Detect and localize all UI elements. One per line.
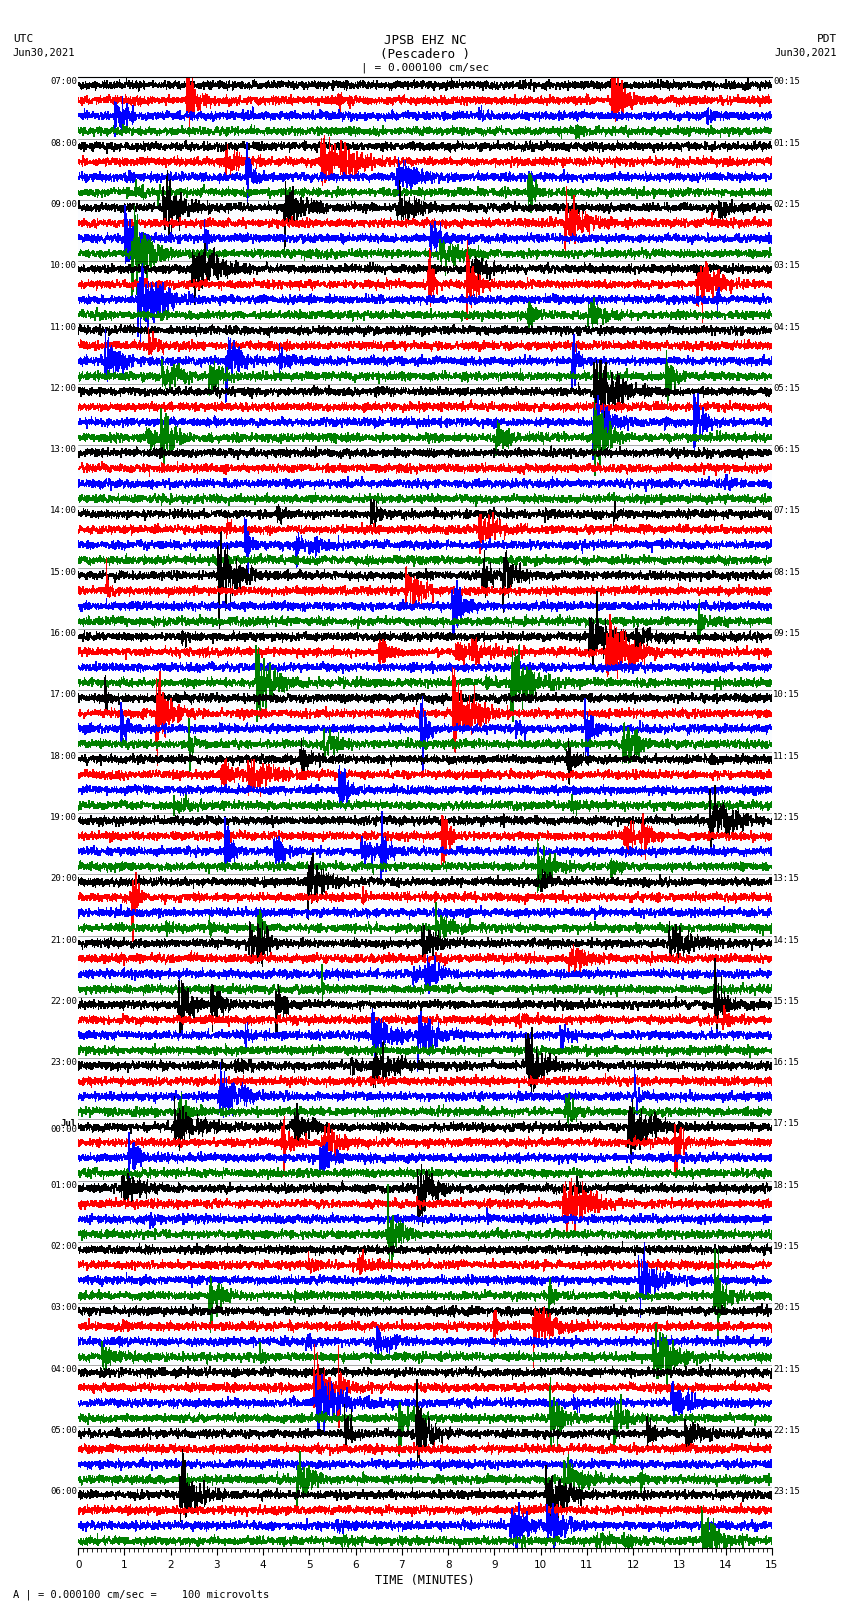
Text: 10:00: 10:00 bbox=[50, 261, 76, 271]
Bar bbox=[78, 1426, 772, 1487]
Text: 04:00: 04:00 bbox=[50, 1365, 76, 1374]
Text: 09:00: 09:00 bbox=[50, 200, 76, 210]
Text: 16:15: 16:15 bbox=[774, 1058, 800, 1068]
Text: 01:00: 01:00 bbox=[50, 1181, 76, 1190]
Text: 18:00: 18:00 bbox=[50, 752, 76, 761]
Text: 19:00: 19:00 bbox=[50, 813, 76, 823]
Text: 15:00: 15:00 bbox=[50, 568, 76, 577]
Text: 11:15: 11:15 bbox=[774, 752, 800, 761]
Bar bbox=[78, 813, 772, 874]
Text: A | = 0.000100 cm/sec =    100 microvolts: A | = 0.000100 cm/sec = 100 microvolts bbox=[13, 1589, 269, 1600]
Text: Jun30,2021: Jun30,2021 bbox=[774, 48, 837, 58]
Text: 20:15: 20:15 bbox=[774, 1303, 800, 1313]
Bar bbox=[78, 77, 772, 139]
X-axis label: TIME (MINUTES): TIME (MINUTES) bbox=[375, 1574, 475, 1587]
Text: 20:00: 20:00 bbox=[50, 874, 76, 884]
Text: (Pescadero ): (Pescadero ) bbox=[380, 48, 470, 61]
Text: 00:15: 00:15 bbox=[774, 77, 800, 87]
Bar bbox=[78, 1058, 772, 1119]
Text: 04:15: 04:15 bbox=[774, 323, 800, 332]
Bar bbox=[78, 690, 772, 752]
Text: 22:15: 22:15 bbox=[774, 1426, 800, 1436]
Bar bbox=[78, 445, 772, 506]
Text: 05:15: 05:15 bbox=[774, 384, 800, 394]
Text: 02:00: 02:00 bbox=[50, 1242, 76, 1252]
Text: 07:00: 07:00 bbox=[50, 77, 76, 87]
Text: PDT: PDT bbox=[817, 34, 837, 44]
Text: 05:00: 05:00 bbox=[50, 1426, 76, 1436]
Text: 11:00: 11:00 bbox=[50, 323, 76, 332]
Text: 21:00: 21:00 bbox=[50, 936, 76, 945]
Text: UTC: UTC bbox=[13, 34, 33, 44]
Text: 18:15: 18:15 bbox=[774, 1181, 800, 1190]
Text: 14:00: 14:00 bbox=[50, 506, 76, 516]
Text: Jun30,2021: Jun30,2021 bbox=[13, 48, 76, 58]
Text: 21:15: 21:15 bbox=[774, 1365, 800, 1374]
Text: 08:00: 08:00 bbox=[50, 139, 76, 148]
Text: 10:15: 10:15 bbox=[774, 690, 800, 700]
Text: 00:00: 00:00 bbox=[50, 1126, 76, 1134]
Text: 08:15: 08:15 bbox=[774, 568, 800, 577]
Text: 23:15: 23:15 bbox=[774, 1487, 800, 1497]
Bar bbox=[78, 936, 772, 997]
Text: 22:00: 22:00 bbox=[50, 997, 76, 1007]
Text: JPSB EHZ NC: JPSB EHZ NC bbox=[383, 34, 467, 47]
Text: 03:15: 03:15 bbox=[774, 261, 800, 271]
Text: 12:00: 12:00 bbox=[50, 384, 76, 394]
Text: 06:15: 06:15 bbox=[774, 445, 800, 455]
Text: 09:15: 09:15 bbox=[774, 629, 800, 639]
Text: 13:00: 13:00 bbox=[50, 445, 76, 455]
Bar bbox=[78, 1303, 772, 1365]
Text: 13:15: 13:15 bbox=[774, 874, 800, 884]
Text: 03:00: 03:00 bbox=[50, 1303, 76, 1313]
Text: 06:00: 06:00 bbox=[50, 1487, 76, 1497]
Text: Jul: Jul bbox=[60, 1119, 76, 1129]
Bar bbox=[78, 323, 772, 384]
Text: 15:15: 15:15 bbox=[774, 997, 800, 1007]
Text: 17:00: 17:00 bbox=[50, 690, 76, 700]
Text: 12:15: 12:15 bbox=[774, 813, 800, 823]
Text: 07:15: 07:15 bbox=[774, 506, 800, 516]
Text: 14:15: 14:15 bbox=[774, 936, 800, 945]
Bar bbox=[78, 1181, 772, 1242]
Text: 16:00: 16:00 bbox=[50, 629, 76, 639]
Text: 02:15: 02:15 bbox=[774, 200, 800, 210]
Bar bbox=[78, 568, 772, 629]
Text: 23:00: 23:00 bbox=[50, 1058, 76, 1068]
Text: 19:15: 19:15 bbox=[774, 1242, 800, 1252]
Bar bbox=[78, 200, 772, 261]
Text: 01:15: 01:15 bbox=[774, 139, 800, 148]
Text: | = 0.000100 cm/sec: | = 0.000100 cm/sec bbox=[361, 63, 489, 74]
Text: 17:15: 17:15 bbox=[774, 1119, 800, 1129]
